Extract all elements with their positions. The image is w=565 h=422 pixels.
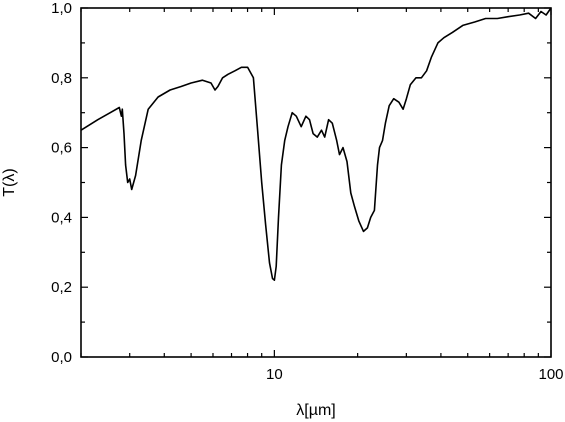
x-tick-label: 10	[266, 366, 283, 383]
plot-frame	[80, 7, 552, 358]
y-tick-label: 0,0	[51, 349, 72, 366]
y-tick-label: 0,8	[51, 70, 72, 87]
y-tick-label: 0,6	[51, 140, 72, 157]
y-axis-title: T(λ)	[1, 168, 18, 196]
y-tick-label: 0,4	[51, 209, 72, 226]
transmission-curve	[80, 7, 552, 281]
x-axis-title: λ[µm]	[296, 402, 335, 419]
y-tick-label: 1,0	[51, 0, 72, 17]
x-tick-label: 100	[538, 366, 563, 383]
y-tick-label: 0,2	[51, 279, 72, 296]
axes: 0,0 0,2 0,4 0,6 0,8 1,0 10 100	[51, 0, 563, 383]
